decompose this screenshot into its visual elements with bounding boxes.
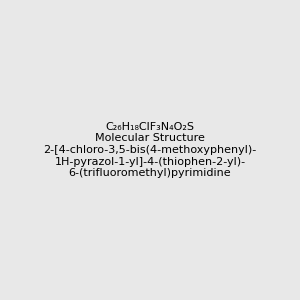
Text: C₂₆H₁₈ClF₃N₄O₂S
Molecular Structure
2-[4-chloro-3,5-bis(4-methoxyphenyl)-
1H-pyr: C₂₆H₁₈ClF₃N₄O₂S Molecular Structure 2-[4… (44, 122, 256, 178)
